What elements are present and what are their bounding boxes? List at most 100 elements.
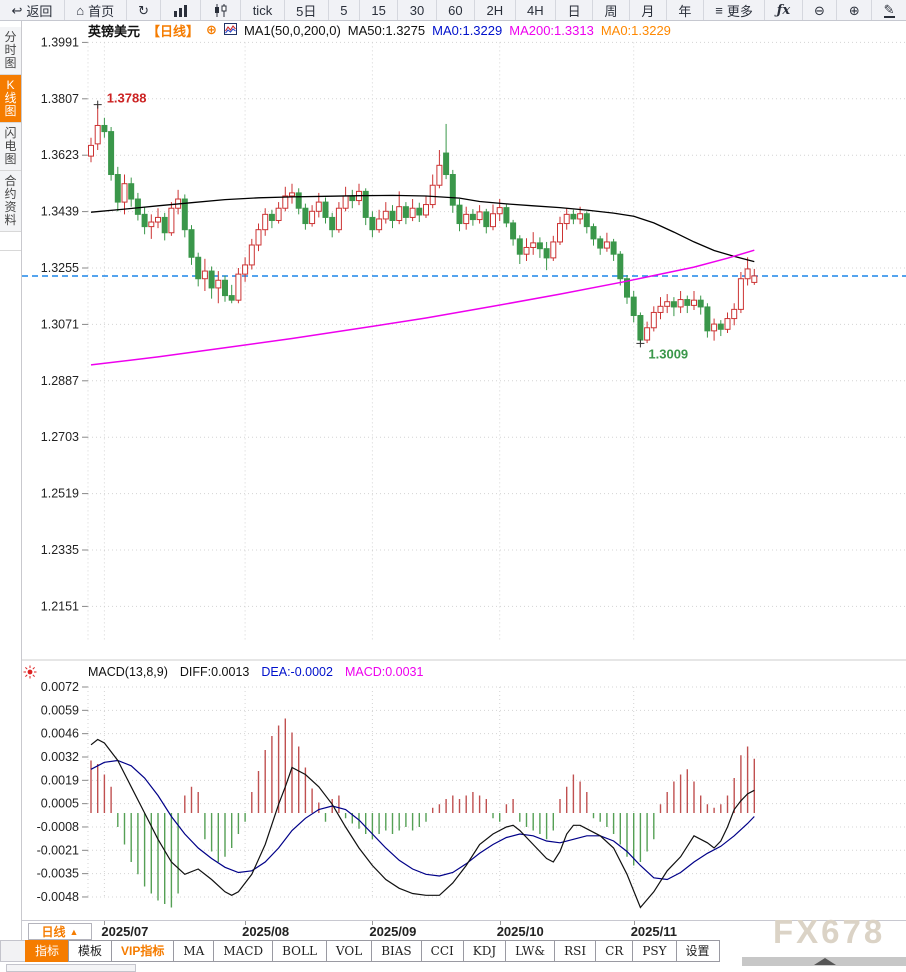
home-button[interactable]: ⌂ 首页	[65, 0, 127, 20]
period-label: 【日线】	[147, 23, 200, 39]
price-macd-chart[interactable]: 1.3991 1.3807 1.3623 1.3439 1.3255 1.3071 1.28…	[22, 20, 906, 920]
top-toolbar: ↩ 返回 ⌂ 首页 ↻ tick 5日 5 15 30 60 2H 4H 日周月年 ≡ 更多 ƒx ⊖ ⊕ ✎	[0, 0, 906, 21]
interval-day-button[interactable]: 日	[556, 0, 594, 20]
interval-4h-button[interactable]: 4H	[516, 0, 557, 20]
interval-5day-button[interactable]: 5日	[285, 0, 329, 20]
tab-cci[interactable]: CCI	[420, 940, 464, 962]
candlestick-chart-button[interactable]	[201, 0, 242, 20]
price-axis-label: 1.2151	[41, 599, 79, 613]
tab-vol[interactable]: VOL	[325, 940, 373, 962]
low-price-label: 1.3009	[648, 346, 688, 361]
x-axis-label: 2025/10	[496, 924, 544, 939]
x-axis-label: 2025/11	[630, 924, 677, 939]
zoom-out-button[interactable]: ⊖	[803, 0, 838, 20]
x-axis-tick	[633, 921, 635, 925]
x-axis-label: 2025/09	[369, 924, 417, 939]
draw-tool-icon: ✎	[883, 1, 895, 18]
home-button-label: 首页	[88, 3, 115, 19]
horizontal-scrollbar-handle[interactable]	[742, 957, 906, 966]
candles-layer	[88, 104, 758, 344]
interval-4h-button-label: 4H	[527, 2, 544, 18]
circle-plus-icon[interactable]: ⊕	[206, 22, 217, 37]
tab-lw[interactable]: LW&	[505, 940, 556, 962]
sidebar-item-lightning-chart[interactable]: 闪电图	[0, 123, 21, 171]
tab-cr[interactable]: CR	[595, 940, 634, 962]
grid-layer	[22, 41, 906, 898]
watermark-logo: FX678	[773, 913, 886, 950]
indicator-sun-icon[interactable]	[23, 665, 37, 684]
macd-axis-label: 0.0019	[41, 773, 79, 787]
macd-axis-label: 0.0046	[41, 727, 79, 741]
price-axis-label: 1.3439	[41, 205, 79, 219]
tab-psy[interactable]: PSY	[632, 940, 677, 962]
sidebar-item-contract-info[interactable]: 合约资料	[0, 171, 21, 232]
tab-ma[interactable]: MA	[173, 940, 215, 962]
tab-settings[interactable]: 设置	[675, 940, 720, 962]
more-button[interactable]: ≡ 更多	[704, 0, 766, 20]
interval-tick-button[interactable]: tick	[241, 0, 285, 20]
zoom-in-button[interactable]: ⊕	[837, 0, 873, 20]
high-price-label: 1.3788	[107, 91, 147, 106]
x-axis-tick	[372, 921, 374, 925]
interval-5day-button-label: 5日	[296, 3, 317, 19]
mini-chart-icon[interactable]	[223, 22, 237, 38]
back-button-label: 返回	[26, 3, 53, 19]
tab-bias[interactable]: BIAS	[371, 940, 422, 962]
axis-labels-layer: 1.3991 1.3807 1.3623 1.3439 1.3255 1.3071 1.28…	[37, 35, 79, 904]
back-button[interactable]: ↩ 返回	[0, 0, 65, 20]
interval-5min-button[interactable]: 5	[329, 0, 360, 20]
candlestick-icon	[214, 3, 227, 17]
draw-tool-button[interactable]: ✎	[872, 0, 906, 20]
interval-30min-button[interactable]: 30	[398, 0, 437, 20]
x-axis-label: 2025/07	[101, 924, 149, 939]
interval-60min-button-label: 60	[448, 2, 463, 18]
interval-tick-button-label: tick	[252, 2, 273, 18]
macd-axis-label: -0.0048	[37, 890, 79, 904]
chevron-up-icon: ▲	[69, 926, 79, 937]
macd-dea-line	[90, 759, 755, 881]
price-axis-label: 1.2335	[41, 543, 79, 557]
interval-30min-button-label: 30	[409, 2, 425, 18]
interval-2h-button[interactable]: 2H	[475, 0, 516, 20]
macd-axis-label: 0.0059	[41, 703, 79, 717]
zoom-in-icon: ⊕	[848, 2, 860, 18]
interval-15min-button[interactable]: 15	[360, 0, 399, 20]
price-axis-label: 1.3071	[41, 317, 79, 331]
tab-template[interactable]: 模板	[68, 940, 113, 962]
line-chart-button[interactable]	[161, 0, 202, 20]
tab-kdj[interactable]: KDJ	[462, 940, 507, 962]
interval-15min-button-label: 15	[371, 2, 386, 18]
interval-year-button[interactable]: 年	[667, 0, 704, 20]
tab-macd[interactable]: MACD	[213, 940, 274, 962]
period-selector-label: 日线	[41, 925, 66, 939]
macd-axis-label: -0.0035	[37, 867, 79, 881]
tab-rsi[interactable]: RSI	[554, 940, 597, 962]
zoom-out-icon: ⊖	[814, 2, 825, 18]
interval-60min-button[interactable]: 60	[437, 0, 476, 20]
macd-axis-label: 0.0005	[41, 797, 79, 811]
home-icon: ⌂	[76, 2, 85, 18]
macd-header: MACD(13,8,9) DIFF:0.0013 DEA:-0.0002 MAC…	[88, 664, 423, 679]
tab-boll[interactable]: BOLL	[272, 940, 327, 962]
sidebar-item-time-chart[interactable]: 分时图	[0, 27, 21, 75]
interval-month-button-label: 月	[641, 3, 655, 19]
price-axis-label: 1.2887	[41, 374, 79, 388]
price-axis-label: 1.3807	[41, 92, 79, 106]
macd-diff-value: DIFF:0.0013	[179, 664, 250, 679]
indicator-fx-button[interactable]: ƒx	[765, 0, 803, 20]
price-chart-header: 英镑美元 【日线】 ⊕ MA1(50,0,200,0) MA50:1.3275 …	[88, 22, 671, 39]
ma-settings-label: MA1(50,0,200,0)	[243, 22, 341, 38]
macd-axis-label: 0.0072	[41, 680, 79, 694]
tab-indicator[interactable]: 指标	[25, 940, 70, 962]
ma50-line	[90, 194, 755, 263]
tab-vip-indicator[interactable]: VIP指标	[111, 940, 175, 962]
period-selector[interactable]: 日线 ▲	[28, 923, 92, 940]
macd-title: MACD(13,8,9)	[88, 664, 168, 679]
interval-year-button-label: 年	[678, 3, 692, 19]
interval-week-button[interactable]: 周	[593, 0, 630, 20]
interval-month-button[interactable]: 月	[630, 0, 667, 20]
macd-axis-label: -0.0008	[37, 820, 79, 834]
refresh-button[interactable]: ↻	[127, 0, 162, 20]
macd-dea-value: DEA:-0.0002	[261, 664, 333, 679]
